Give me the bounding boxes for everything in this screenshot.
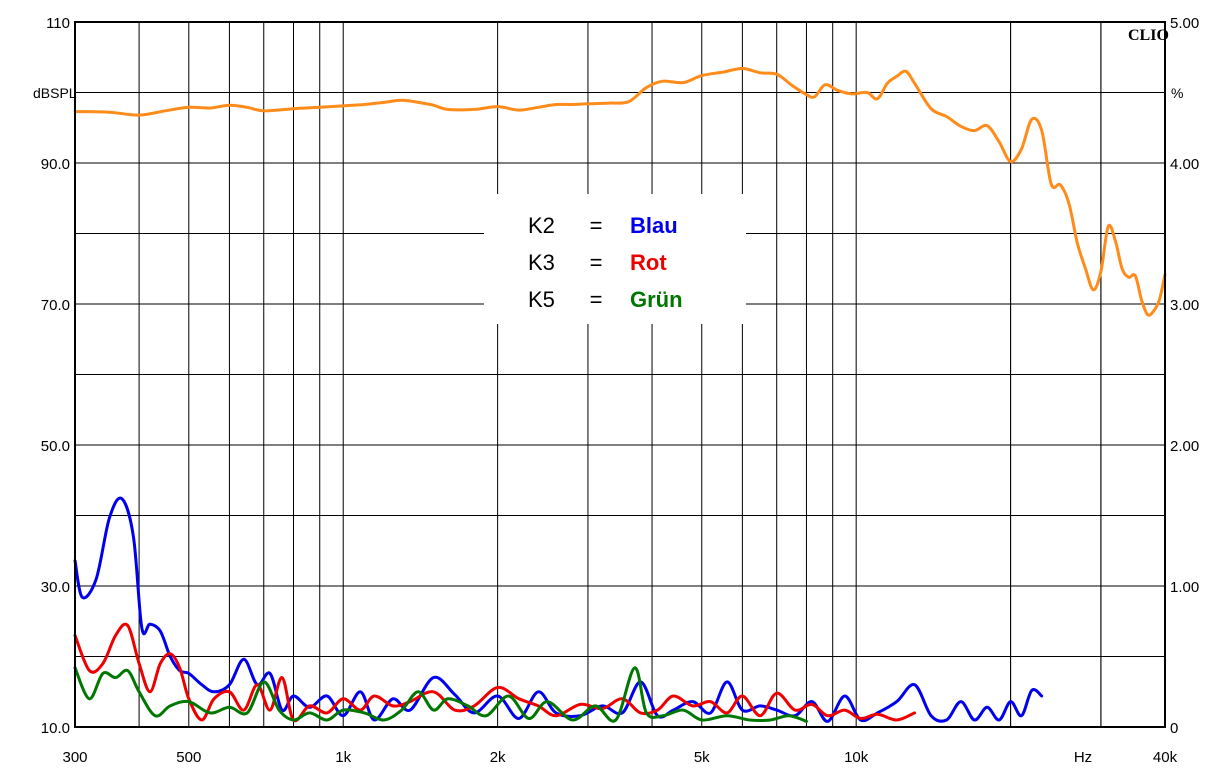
series-k3 bbox=[73, 622, 917, 723]
y-right-tick-label: 4.00 bbox=[1170, 156, 1199, 173]
plot-border bbox=[74, 21, 1166, 728]
x-tick-label: 1k bbox=[335, 749, 351, 766]
brand-label: CLIO bbox=[1128, 27, 1169, 44]
x-tick-label: 10k bbox=[844, 749, 869, 766]
x-tick-label: 2k bbox=[490, 749, 506, 766]
y-right-tick-label: 0 bbox=[1170, 720, 1178, 737]
x-tick-label: 500 bbox=[176, 749, 201, 766]
legend-color-name: Grün bbox=[630, 287, 683, 312]
legend-key: K3 bbox=[528, 250, 555, 275]
y-left-tick-label: 90.0 bbox=[41, 156, 70, 173]
y-left-tick-label: 10.0 bbox=[41, 720, 70, 737]
y-right-tick-label: 3.00 bbox=[1170, 297, 1199, 314]
legend-color-name: Blau bbox=[630, 213, 678, 238]
tick-labels: 110 90.0 70.0 50.0 30.0 10.0 5.00 4.00 3.00 2.00 1… bbox=[41, 15, 1199, 766]
y-right-tick-label: 1.00 bbox=[1170, 579, 1199, 596]
legend-equals: = bbox=[590, 250, 603, 275]
y-right-tick-label: 5.00 bbox=[1170, 15, 1199, 32]
series-k5 bbox=[73, 666, 808, 723]
legend-equals: = bbox=[590, 287, 603, 312]
plot-frame bbox=[74, 21, 1166, 728]
x-tick-label: 300 bbox=[62, 749, 87, 766]
legend-color-name: Rot bbox=[630, 250, 667, 275]
y-left-tick-label: 50.0 bbox=[41, 438, 70, 455]
y-left-unit-label: dBSPL bbox=[33, 85, 77, 101]
y-left-tick-label: 30.0 bbox=[41, 579, 70, 596]
y-left-tick-label: 70.0 bbox=[41, 297, 70, 314]
legend-equals: = bbox=[590, 213, 603, 238]
legend: K2 = Blau K3 = Rot K5 = Grün bbox=[484, 194, 746, 324]
y-right-unit-label: % bbox=[1171, 85, 1183, 101]
legend-key: K5 bbox=[528, 287, 555, 312]
x-tick-label: 40k bbox=[1153, 749, 1178, 766]
y-left-tick-label: 110 bbox=[46, 15, 70, 32]
y-right-tick-label: 2.00 bbox=[1170, 438, 1199, 455]
legend-box bbox=[484, 194, 746, 324]
x-unit-label: Hz bbox=[1074, 749, 1092, 766]
series-spl bbox=[73, 66, 1167, 317]
grid bbox=[75, 22, 1165, 727]
x-tick-label: 5k bbox=[694, 749, 710, 766]
series-layer bbox=[73, 66, 1167, 723]
legend-key: K2 bbox=[528, 213, 555, 238]
